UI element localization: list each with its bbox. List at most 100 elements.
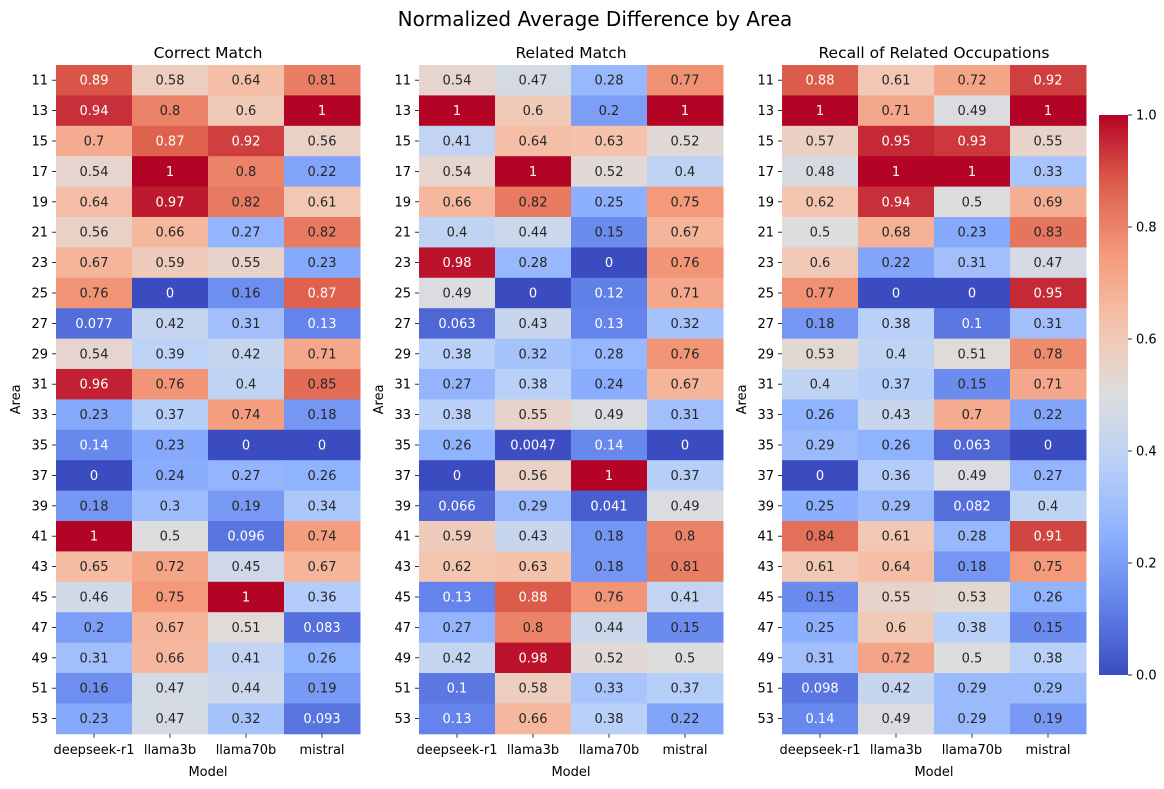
- cell-value-label: 0.66: [519, 712, 548, 727]
- cell-value-label: 0: [968, 287, 976, 302]
- heatmap-cell: [571, 581, 648, 613]
- heatmap-cell: [571, 460, 648, 492]
- heatmap-cell: [56, 521, 133, 552]
- heatmap-cell: [495, 65, 572, 96]
- heatmap-cell: [782, 521, 859, 552]
- cell-value-label: 0.67: [80, 256, 109, 271]
- heatmap-cell: [208, 429, 285, 461]
- heatmap-cell: [934, 460, 1011, 492]
- heatmap-cell: [208, 581, 285, 613]
- heatmap-cell: [419, 429, 496, 461]
- heatmap-cell: [934, 308, 1011, 340]
- cell-value-label: 0.29: [882, 499, 911, 514]
- heatmap-cell: [1010, 703, 1087, 735]
- cell-value-label: 0.51: [958, 347, 987, 362]
- heatmap-cell: [1010, 217, 1087, 248]
- heatmap-cell: [419, 460, 496, 492]
- heatmap-cell: [495, 308, 572, 340]
- cell-value-label: 0.29: [519, 499, 548, 514]
- heatmap-cell: [419, 673, 496, 704]
- y-tick-label: 45: [394, 591, 411, 606]
- cell-value-label: 0.28: [519, 256, 548, 271]
- y-axis-label: Area: [372, 384, 387, 414]
- cell-value-label: 0.18: [595, 530, 624, 545]
- heatmap-cell: [208, 186, 285, 218]
- cell-value-label: 0.44: [519, 226, 548, 241]
- cell-value-label: 0.42: [232, 347, 261, 362]
- heatmap-cell: [495, 217, 572, 248]
- cell-value-label: 0.61: [882, 74, 911, 89]
- cell-value-label: 0.96: [80, 378, 109, 393]
- y-tick-label: 41: [31, 530, 48, 545]
- heatmap-cell: [571, 247, 648, 279]
- cell-value-label: 0.85: [308, 378, 337, 393]
- cell-value-label: 0.55: [1034, 135, 1063, 150]
- heatmap-cell: [934, 703, 1011, 735]
- cell-value-label: 0.77: [671, 74, 700, 89]
- heatmap-cell: [208, 247, 285, 279]
- heatmap-cell: [132, 490, 209, 522]
- cell-value-label: 1: [453, 104, 461, 119]
- cell-value-label: 0.24: [156, 469, 185, 484]
- heatmap-cell: [56, 277, 133, 309]
- heatmap-cell: [419, 521, 496, 552]
- heatmap-cell: [1010, 247, 1087, 279]
- cell-value-label: 0.066: [438, 499, 475, 514]
- y-tick-label: 29: [31, 347, 48, 362]
- heatmap-cell: [647, 490, 724, 522]
- cell-value-label: 0.95: [882, 135, 911, 150]
- cell-value-label: 0.25: [806, 621, 835, 636]
- x-tick-label: llama70b: [216, 743, 277, 758]
- cell-value-label: 0.6: [236, 104, 257, 119]
- heatmap-cell: [647, 95, 724, 127]
- cell-value-label: 0.18: [806, 317, 835, 332]
- y-tick-label: 27: [757, 317, 774, 332]
- heatmap-cell: [647, 581, 724, 613]
- heatmap-cell: [132, 125, 209, 157]
- x-tick-label: mistral: [1025, 743, 1070, 758]
- heatmap-cell: [132, 612, 209, 644]
- heatmap-cell: [56, 642, 133, 674]
- cell-value-label: 0.083: [303, 621, 340, 636]
- cell-value-label: 0.13: [443, 591, 472, 606]
- cell-value-label: 0: [892, 287, 900, 302]
- y-tick-label: 39: [31, 499, 48, 514]
- y-tick-label: 13: [31, 104, 48, 119]
- cell-value-label: 0.71: [1034, 378, 1063, 393]
- cell-value-label: 0.41: [232, 651, 261, 666]
- heatmap-cell: [1010, 277, 1087, 309]
- cell-value-label: 0.68: [882, 226, 911, 241]
- heatmap-cell: [419, 308, 496, 340]
- heatmap-cell: [782, 399, 859, 431]
- heatmap-cell: [495, 156, 572, 188]
- cell-value-label: 0.26: [308, 651, 337, 666]
- cell-value-label: 0.57: [806, 135, 835, 150]
- heatmap-cell: [647, 673, 724, 704]
- cell-value-label: 0.59: [443, 530, 472, 545]
- cell-value-label: 0.63: [595, 135, 624, 150]
- x-tick-label: llama70b: [942, 743, 1003, 758]
- heatmap-cell: [208, 95, 285, 127]
- cell-value-label: 0.22: [1034, 408, 1063, 423]
- cell-value-label: 0.18: [958, 560, 987, 575]
- heatmap-cell: [782, 65, 859, 96]
- y-tick-label: 37: [394, 469, 411, 484]
- cell-value-label: 0.5: [962, 195, 983, 210]
- heatmap-cell: [934, 338, 1011, 370]
- heatmap-cell: [1010, 399, 1087, 431]
- cell-value-label: 0.14: [806, 712, 835, 727]
- cell-value-label: 0.83: [1034, 226, 1063, 241]
- heatmap-cell: [858, 642, 935, 674]
- heatmap-cell: [56, 399, 133, 431]
- cell-value-label: 0.4: [675, 165, 696, 180]
- cell-value-label: 0.4: [810, 378, 831, 393]
- heatmap-cell: [647, 612, 724, 644]
- heatmap-cell: [208, 369, 285, 400]
- cell-value-label: 0.69: [1034, 195, 1063, 210]
- heatmap-cell: [647, 156, 724, 188]
- cell-value-label: 0.53: [806, 347, 835, 362]
- y-tick-label: 19: [757, 195, 774, 210]
- heatmap-cell: [647, 65, 724, 96]
- cell-value-label: 0.81: [308, 74, 337, 89]
